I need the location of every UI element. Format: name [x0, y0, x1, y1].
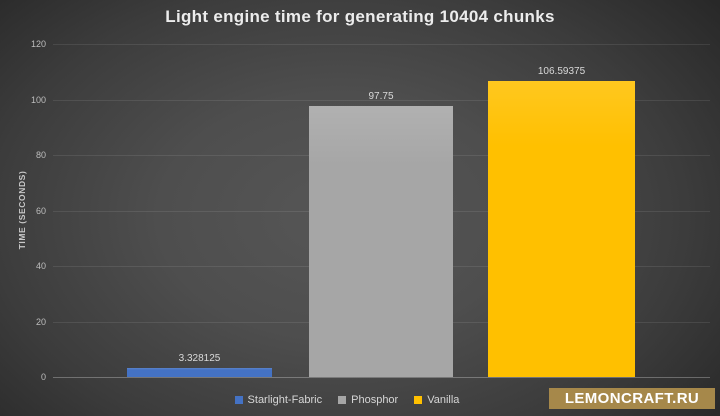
legend-item-vanilla: Vanilla: [414, 394, 459, 406]
gridline-y-0: [53, 377, 710, 378]
watermark-badge[interactable]: LEMONCRAFT.RU: [549, 388, 715, 409]
legend-item-starlight-fabric: Starlight-Fabric: [234, 394, 323, 406]
legend-label: Phosphor: [351, 394, 399, 406]
gridline-y-120: [53, 44, 710, 45]
y-tick-label-0: 0: [40, 372, 46, 382]
bar-value-label-vanilla: 106.59375: [537, 66, 586, 77]
y-tick-label-20: 20: [35, 317, 46, 327]
legend-label: Starlight-Fabric: [247, 394, 323, 406]
legend-swatch-icon: [414, 396, 423, 404]
legend-swatch-icon: [338, 396, 347, 404]
y-tick-label-80: 80: [35, 150, 46, 160]
bar-starlight-fabric: [127, 368, 272, 377]
bar-vanilla: [488, 81, 635, 377]
legend-label: Vanilla: [427, 394, 460, 406]
bar-value-label-starlight-fabric: 3.328125: [178, 353, 221, 364]
gridline-y-100: [53, 100, 710, 101]
y-tick-label-40: 40: [35, 261, 46, 271]
y-tick-label-100: 100: [30, 95, 46, 105]
bar-phosphor: [309, 106, 453, 377]
bar-value-label-phosphor: 97.75: [368, 91, 394, 102]
legend: Starlight-Fabric Phosphor Vanilla: [36, 393, 658, 407]
y-tick-label-60: 60: [35, 206, 46, 216]
legend-swatch-icon: [234, 396, 243, 404]
legend-item-phosphor: Phosphor: [338, 394, 398, 406]
chart-title: Light engine time for generating 10404 c…: [165, 7, 555, 26]
y-tick-label-120: 120: [30, 39, 46, 49]
